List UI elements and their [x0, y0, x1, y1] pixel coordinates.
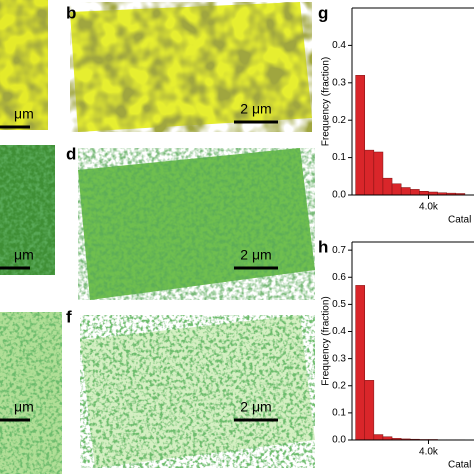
left-images [0, 0, 62, 474]
scale-bar-label: 2 μm [240, 399, 271, 415]
bar [364, 149, 375, 196]
bar [382, 177, 393, 196]
y-tick-label: 0.3 [332, 353, 346, 364]
charts: g Frequency (fraction) Catal 0.0 0.1 0.2 0.3 0.… [318, 3, 474, 471]
x-tick-label: 4.0k [419, 447, 439, 458]
panel-label: f [66, 307, 72, 326]
bar [391, 183, 402, 196]
y-tick-label: 0.1 [332, 408, 346, 419]
scale-bar-label: μm [14, 247, 34, 263]
x-axis-label: Catal [448, 215, 471, 226]
panel-label: b [66, 3, 76, 22]
y-tick-label: 0.4 [332, 326, 346, 337]
bar [355, 285, 365, 441]
y-tick-label: 0.1 [332, 152, 346, 163]
panel-labels: b 2 μm d 2 μm f 2 μm μm μm μm [0, 3, 278, 422]
y-tick-label: 0.2 [332, 115, 346, 126]
y-tick-label: 0.7 [332, 245, 346, 256]
y-axis-label: Frequency (fraction) [321, 296, 332, 385]
panel-label: h [318, 237, 328, 256]
y-tick-label: 0.6 [332, 272, 346, 283]
bar [355, 75, 365, 196]
scale-bar-label: μm [14, 399, 34, 415]
y-tick-label: 0.2 [332, 380, 346, 391]
y-axis-label: Frequency (fraction) [321, 57, 332, 146]
panel-label: d [66, 144, 76, 163]
y-tick-label: 0.5 [332, 299, 346, 310]
y-tick-label: 0.0 [332, 190, 346, 201]
scale-bar-label: 2 μm [240, 101, 271, 117]
scale-bar-label: μm [14, 106, 34, 122]
bar [400, 187, 411, 196]
chart: g Frequency (fraction) Catal 0.0 0.1 0.2 0.3 0.… [318, 3, 474, 226]
bar [410, 189, 420, 196]
panel-label: g [318, 3, 328, 22]
y-tick-label: 0.0 [332, 435, 346, 446]
x-axis-label: Catal [448, 460, 471, 471]
y-tick-label: 0.4 [332, 40, 346, 51]
x-tick-label: 4.0k [419, 202, 439, 213]
y-tick-label: 0.3 [332, 77, 346, 88]
bar [419, 191, 429, 196]
middle-images [70, 2, 315, 468]
bar [373, 434, 384, 441]
chart: h Frequency (fraction) Catal 0.0 0.1 0.2 0.3 0.… [318, 237, 474, 471]
scale-bar-label: 2 μm [240, 247, 271, 263]
bar [364, 380, 375, 441]
bar [373, 151, 384, 196]
